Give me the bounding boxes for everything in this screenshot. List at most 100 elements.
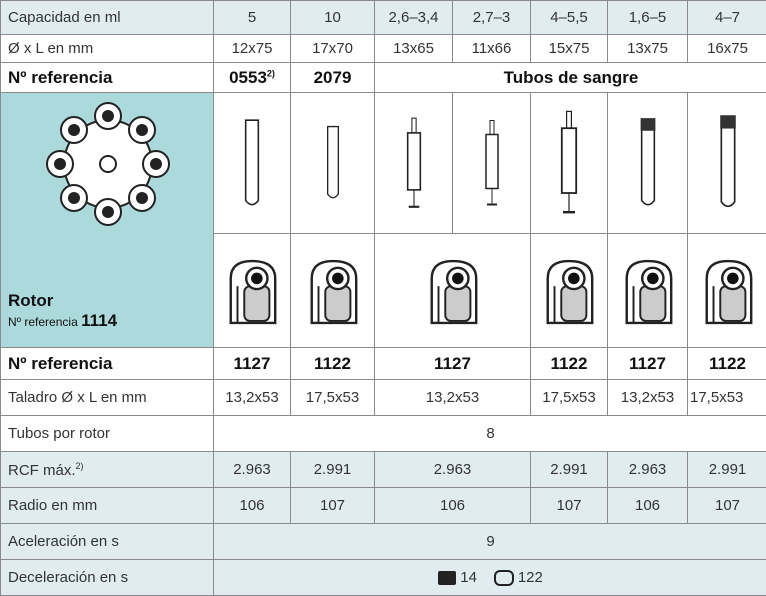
label: Deceleración en s bbox=[0, 559, 214, 596]
cell: 9 bbox=[213, 523, 766, 560]
ref-value: 1114 bbox=[81, 311, 118, 330]
cell: 106 bbox=[607, 487, 688, 524]
cell: 107 bbox=[290, 487, 375, 524]
rotor-title: Rotor bbox=[8, 291, 54, 310]
radius-row: Radio en mm 106 107 106 107 106 107 bbox=[0, 487, 766, 524]
cell: 8 bbox=[213, 415, 766, 452]
cell: 5 bbox=[213, 0, 291, 35]
ref: 0553 bbox=[229, 67, 267, 87]
holder bbox=[223, 257, 281, 325]
value: 14 bbox=[460, 568, 477, 586]
note: 2) bbox=[266, 67, 275, 78]
value: 122 bbox=[517, 568, 543, 586]
cell: 13,2x53 bbox=[374, 379, 531, 416]
cell: 11x66 bbox=[452, 34, 531, 63]
tubes-per-rotor-row: Tubos por rotor 8 bbox=[0, 415, 766, 452]
holder-cell bbox=[687, 233, 766, 348]
cell: 1122 bbox=[290, 347, 375, 380]
ref-label: Nº referencia bbox=[8, 315, 78, 329]
tube bbox=[482, 116, 502, 211]
cell: 2.963 bbox=[607, 451, 688, 488]
label: Nº referencia bbox=[0, 62, 214, 93]
holder bbox=[304, 257, 362, 325]
note: 2) bbox=[75, 460, 84, 471]
cell: 2079 bbox=[290, 62, 375, 93]
deceleration-row: Deceleración en s 14 122 bbox=[0, 559, 766, 596]
cell: 4–5,5 bbox=[530, 0, 608, 35]
cell: 17,5x53 bbox=[687, 379, 766, 416]
cell: 17,5x53 bbox=[290, 379, 375, 416]
holders-row bbox=[1, 233, 766, 348]
label: Capacidad en ml bbox=[0, 0, 214, 35]
cell: 12x75 bbox=[213, 34, 291, 63]
cell: 1122 bbox=[687, 347, 766, 380]
tube-cell bbox=[687, 92, 766, 234]
cell: 13,2x53 bbox=[213, 379, 291, 416]
holder-cell bbox=[290, 233, 375, 348]
dimensions-row: Ø x L en mm 12x75 17x70 13x65 11x66 15x75 13x7… bbox=[0, 34, 766, 63]
cell: 1127 bbox=[213, 347, 291, 380]
tube bbox=[637, 116, 659, 211]
tube-cell bbox=[607, 92, 688, 234]
tube-cell bbox=[213, 92, 291, 234]
bore-row: Taladro Ø x L en mm 13,2x53 17,5x53 13,2x53… bbox=[0, 379, 766, 416]
label: Taladro Ø x L en mm bbox=[0, 379, 214, 416]
text: RCF máx. bbox=[8, 461, 76, 479]
reference-row: Nº referencia 05532) 2079 Tubos de sangre bbox=[0, 62, 766, 93]
label: RCF máx.2) bbox=[0, 451, 214, 488]
holder-cell bbox=[530, 233, 608, 348]
tube bbox=[403, 116, 425, 211]
cell: 2,6–3,4 bbox=[374, 0, 453, 35]
tube-cell bbox=[530, 92, 608, 234]
tube bbox=[320, 123, 346, 203]
tube bbox=[716, 113, 740, 213]
cell: 2.991 bbox=[687, 451, 766, 488]
holder-cell bbox=[213, 233, 291, 348]
tube-cell bbox=[452, 92, 531, 234]
cell: 4–7 bbox=[687, 0, 766, 35]
rotor-cell: Rotor Nº referencia 1114 bbox=[0, 92, 214, 348]
holder bbox=[424, 257, 482, 325]
cell: 2,7–3 bbox=[452, 0, 531, 35]
holder bbox=[699, 257, 757, 325]
label: Tubos por rotor bbox=[0, 415, 214, 452]
cell: 17x70 bbox=[290, 34, 375, 63]
cell: 2.963 bbox=[374, 451, 531, 488]
rcf-row: RCF máx.2) 2.963 2.991 2.963 2.991 2.963 2.991 bbox=[0, 451, 766, 488]
cell: 17,5x53 bbox=[530, 379, 608, 416]
label: Ø x L en mm bbox=[0, 34, 214, 63]
brake-icon bbox=[438, 571, 457, 586]
cell: 2.963 bbox=[213, 451, 291, 488]
cell: 13,2x53 bbox=[607, 379, 688, 416]
rotor-image bbox=[46, 102, 170, 226]
cell: 1127 bbox=[607, 347, 688, 380]
tubes-row: Rotor Nº referencia 1114 bbox=[0, 92, 766, 348]
tube-cell bbox=[374, 92, 453, 234]
cell: 14 122 bbox=[213, 559, 766, 596]
cell: 15x75 bbox=[530, 34, 608, 63]
cell: 2.991 bbox=[290, 451, 375, 488]
holder-cell bbox=[374, 233, 531, 348]
cell: 16x75 bbox=[687, 34, 766, 63]
holder-cell bbox=[607, 233, 688, 348]
tube bbox=[557, 108, 581, 218]
cell: 13x75 bbox=[607, 34, 688, 63]
holder-reference-row: Nº referencia 1127 1122 1127 1122 1127 1122 bbox=[0, 347, 766, 380]
tube-cell bbox=[290, 92, 375, 234]
label: Radio en mm bbox=[0, 487, 214, 524]
label: Nº referencia bbox=[0, 347, 214, 380]
rotor-ref: Nº referencia 1114 bbox=[8, 311, 117, 331]
brake-icon bbox=[493, 570, 514, 587]
holder bbox=[540, 257, 598, 325]
cell: 10 bbox=[290, 0, 375, 35]
cell: 1127 bbox=[374, 347, 531, 380]
cell: 106 bbox=[213, 487, 291, 524]
cell: 1,6–5 bbox=[607, 0, 688, 35]
cell: 106 bbox=[374, 487, 531, 524]
cell: 1122 bbox=[530, 347, 608, 380]
cell: 05532) bbox=[213, 62, 291, 93]
holder bbox=[619, 257, 677, 325]
cell: 13x65 bbox=[374, 34, 453, 63]
